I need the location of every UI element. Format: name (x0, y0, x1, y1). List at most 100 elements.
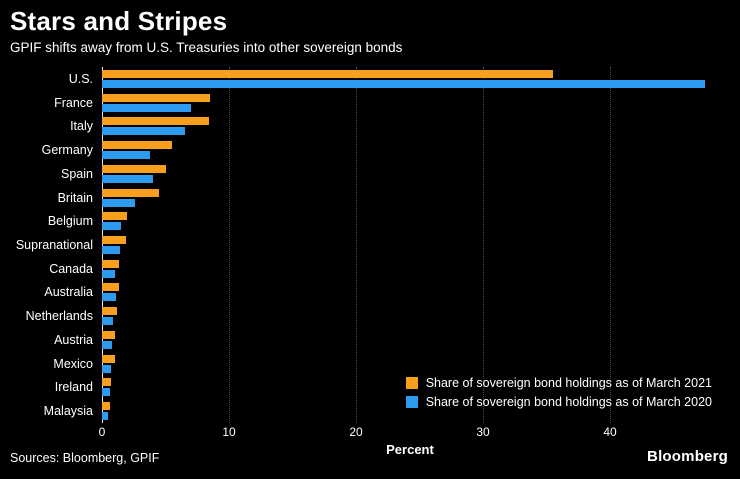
bar-group: Australia (10, 281, 728, 305)
gridline (229, 67, 230, 423)
bar-group: U.S. (10, 67, 728, 91)
bar-track (102, 212, 718, 231)
legend-item-2021: Share of sovereign bond holdings as of M… (405, 376, 712, 390)
legend-swatch (405, 377, 418, 389)
bar (102, 222, 122, 231)
plot-area: U.S. France Italy Germany Spain Britain Belgiu… (10, 67, 728, 423)
bar-group: Ireland (10, 376, 728, 400)
bar (102, 283, 119, 292)
category-label: U.S. (68, 71, 93, 86)
bar (102, 330, 115, 339)
category-label: Germany (41, 143, 93, 158)
bar-group: France (10, 91, 728, 115)
bar-track (102, 236, 718, 254)
legend: Share of sovereign bond holdings as of M… (405, 376, 712, 409)
bar (102, 164, 166, 173)
bar-group: Germany (10, 138, 728, 162)
bar (102, 307, 118, 316)
bar (102, 151, 151, 160)
bar (102, 117, 209, 126)
category-label: Supranational (15, 238, 93, 252)
bar-group: Italy (10, 114, 728, 138)
legend-swatch (405, 396, 418, 408)
bar (102, 412, 109, 421)
category-label: Ireland (54, 380, 93, 395)
category-label: Netherlands (25, 309, 93, 324)
x-tick-label: 10 (222, 425, 236, 439)
x-tick-label: 0 (98, 425, 106, 439)
bar-track (102, 164, 718, 183)
bar (102, 174, 153, 183)
bar (102, 364, 111, 373)
bar-track (102, 307, 718, 326)
gridline (483, 67, 485, 423)
bar-track (102, 141, 718, 160)
x-axis-label-wrap: Percent (102, 441, 718, 459)
x-tick-label: 40 (603, 425, 617, 439)
bar (102, 141, 172, 150)
grid-layer (102, 67, 718, 423)
x-axis: 0 10 20 30 40 (98, 423, 718, 439)
bar-group: Britain (10, 186, 728, 210)
gridline (610, 67, 612, 423)
zero-axis-line (102, 67, 103, 423)
bar (102, 212, 128, 221)
bar-track (102, 93, 718, 112)
bar-group: Netherlands (10, 304, 728, 328)
bar-track (102, 283, 718, 302)
bloomberg-logo: Bloomberg (647, 448, 728, 465)
bar (102, 340, 113, 349)
gridline (356, 67, 358, 423)
bar (102, 69, 553, 78)
bar (102, 388, 110, 397)
bar (102, 293, 116, 302)
bar (102, 402, 110, 411)
bar (102, 188, 160, 197)
bar-group: Belgium (10, 209, 728, 233)
legend-label: Share of sovereign bond holdings as of M… (425, 395, 712, 409)
category-label: Canada (49, 261, 93, 276)
category-label: Belgium (47, 214, 93, 229)
bar-track (102, 188, 718, 207)
bar-group: Mexico (10, 352, 728, 376)
bar-group: Canada (10, 257, 728, 281)
bar (102, 103, 191, 112)
category-label: Mexico (53, 356, 93, 371)
bar (102, 79, 706, 88)
bar-track (102, 354, 718, 373)
category-label: Austria (54, 332, 93, 347)
bar-group: Malaysia (10, 399, 728, 423)
bar-rows: U.S. France Italy Germany Spain Britain Belgiu… (10, 67, 728, 423)
chart-title: Stars and Stripes (10, 6, 228, 36)
bar-track (102, 378, 718, 397)
legend-label: Share of sovereign bond holdings as of M… (425, 376, 712, 390)
category-label: Britain (57, 190, 93, 205)
bar-track (102, 259, 718, 278)
bar-track (102, 402, 718, 421)
bar (102, 378, 111, 387)
bar (102, 246, 120, 254)
bar (102, 317, 114, 326)
bar-group: Spain (10, 162, 728, 186)
x-tick-label: 30 (476, 425, 490, 439)
bar-group: Austria (10, 328, 728, 352)
bar (102, 269, 115, 278)
x-tick-label: 20 (349, 425, 363, 439)
bar (102, 198, 136, 207)
category-label: Malaysia (43, 404, 93, 419)
chart-subtitle: GPIF shifts away from U.S. Treasuries in… (10, 40, 403, 55)
legend-item-2020: Share of sovereign bond holdings as of M… (405, 395, 712, 409)
category-label: Italy (70, 119, 93, 134)
sources-note: Sources: Bloomberg, GPIF (10, 451, 160, 465)
bar (102, 259, 119, 268)
x-axis-label: Percent (386, 442, 434, 457)
footer: Percent Sources: Bloomberg, GPIF Bloombe… (10, 441, 728, 465)
bar-track (102, 330, 718, 349)
bar (102, 354, 115, 363)
bar (102, 236, 127, 244)
bar (102, 127, 185, 136)
category-label: Spain (61, 166, 93, 181)
bar-track (102, 117, 718, 136)
category-label: France (54, 95, 93, 110)
